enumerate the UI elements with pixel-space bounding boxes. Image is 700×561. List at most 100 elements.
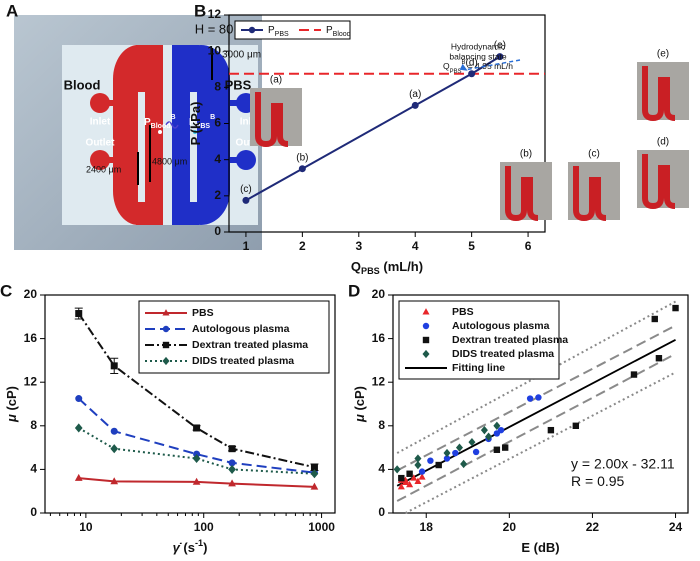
annotation: balancing state [449, 51, 506, 61]
marker [401, 478, 409, 486]
x-tick-label: 22 [586, 520, 600, 534]
marker [242, 196, 250, 204]
x-axis-label: γ̇ (s-1) [173, 538, 208, 555]
port-label: Inlet [90, 117, 111, 128]
text-part: P [326, 25, 333, 36]
y-tick-label: 6 [214, 116, 221, 130]
x-axis-label: QPBS (mL/h) [351, 259, 423, 276]
fit-r: R = 0.95 [571, 473, 625, 489]
marker [110, 477, 119, 485]
marker [414, 460, 422, 470]
inset-label: (d) [657, 137, 669, 148]
pressure-label: PPBS B [189, 114, 215, 130]
text-part: P [268, 25, 275, 36]
marker [651, 315, 658, 323]
marker [228, 459, 236, 467]
marker [547, 426, 555, 434]
y-tick-label: 4 [378, 462, 385, 476]
y-tick-label: 8 [30, 418, 37, 432]
legend-label: PBS [192, 307, 214, 319]
legend-label: PBlood [326, 25, 351, 38]
marker [535, 394, 542, 401]
x-tick-label: 2 [299, 239, 306, 253]
marker [162, 341, 170, 349]
inset-label: (b) [520, 149, 532, 160]
point-label: (b) [296, 152, 308, 163]
text-part: PBS [361, 266, 380, 276]
y-tick-label: 8 [378, 418, 385, 432]
text-part: Blood [333, 31, 351, 38]
prediction-band [405, 371, 676, 514]
x-tick-label: 24 [669, 520, 683, 534]
y-tick-label: 12 [24, 374, 38, 388]
marker [393, 465, 401, 474]
point-label: (e) [494, 40, 506, 51]
annotation: Hydrodynamic [451, 41, 506, 51]
x-tick-label: 1000 [308, 520, 335, 534]
x-tick-label: 5 [468, 239, 475, 253]
text-part: μ [352, 414, 367, 423]
y-tick-label: 10 [208, 43, 222, 57]
marker [192, 453, 201, 464]
x-tick-label: 4 [412, 239, 419, 253]
marker [310, 469, 319, 479]
text-part: Blood [151, 123, 171, 130]
x-tick-label: 20 [503, 520, 517, 534]
inset-label: (a) [270, 75, 282, 86]
marker [228, 445, 236, 453]
series-line [78, 397, 315, 474]
marker [501, 444, 509, 451]
marker [422, 349, 430, 359]
text-part: PBS [450, 69, 462, 75]
marker [298, 165, 306, 173]
fit-line [396, 339, 676, 487]
pbs-slot [190, 92, 197, 202]
blood-inlet-port [90, 93, 110, 113]
pressure-point [158, 130, 162, 134]
y-tick-label: 8 [214, 80, 221, 94]
marker [455, 443, 463, 452]
x-axis-label: E (dB) [521, 540, 559, 555]
port-label: Outlet [86, 138, 116, 149]
y-tick-label: 12 [372, 374, 386, 388]
marker [228, 479, 236, 487]
text-part: (mL/h) [380, 259, 423, 274]
marker [655, 355, 663, 362]
x-tick-label: 18 [420, 520, 434, 534]
marker [443, 455, 451, 462]
y-tick-label: 16 [372, 331, 386, 345]
marker [422, 322, 430, 330]
legend-label: PBS [452, 306, 474, 318]
y-tick-label: 20 [24, 287, 38, 301]
marker [310, 463, 318, 471]
text-part: μ [4, 414, 19, 423]
y-tick-label: 0 [378, 505, 385, 519]
marker [74, 473, 83, 481]
marker [414, 477, 422, 484]
text-part: B [171, 114, 176, 121]
inset-droplet [505, 166, 539, 222]
pressure-label: PBloodB [144, 114, 176, 130]
marker [452, 449, 459, 457]
text-part: B [210, 114, 215, 121]
y-tick-label: 0 [214, 224, 221, 238]
marker [397, 483, 405, 490]
y-tick-label: 16 [24, 331, 38, 345]
x-tick-label: 100 [194, 520, 214, 534]
marker [193, 424, 201, 432]
interface-wave [165, 121, 179, 129]
legend-label: PPBS [268, 25, 289, 38]
dimension-label: 4800 μm [152, 156, 187, 166]
legend-label: Dextran treated plasma [192, 339, 308, 351]
inset-droplet [642, 154, 676, 210]
fit-equation: y = 2.00x - 32.11 [571, 456, 675, 472]
marker [422, 308, 430, 315]
marker [468, 437, 476, 447]
y-tick-label: 20 [372, 287, 386, 301]
marker [672, 304, 679, 312]
text-part: γ̇ [173, 540, 183, 555]
panel-label: A [6, 1, 18, 20]
text-part: P [189, 117, 196, 128]
text-part: P [144, 117, 151, 128]
